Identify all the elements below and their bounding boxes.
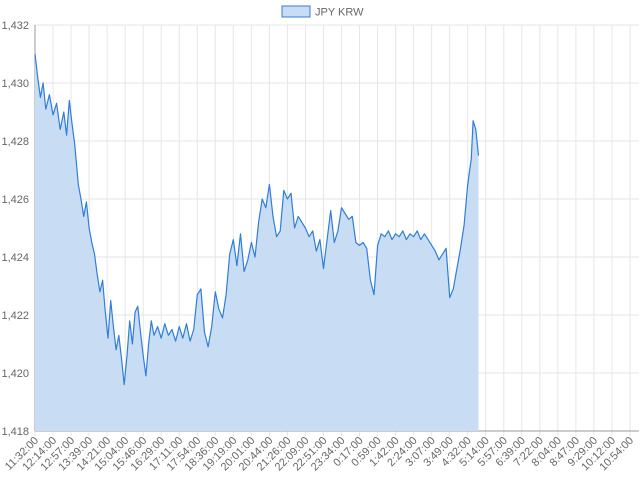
series-line (34, 53, 480, 386)
y-tick-label: 1,428 (1, 136, 29, 148)
series-area (34, 53, 480, 431)
legend-swatch[interactable] (281, 5, 311, 18)
legend[interactable]: JPY KRW (281, 5, 364, 19)
legend-label[interactable]: JPY KRW (315, 7, 364, 19)
y-tick-label: 1,418 (1, 426, 29, 438)
y-tick-label: 1,432 (1, 20, 29, 32)
y-tick-label: 1,422 (1, 310, 29, 322)
y-tick-label: 1,424 (1, 252, 29, 264)
y-axis: 1,418 1,420 1,422 1,424 1,426 1,428 1,430 1,432 (1, 20, 36, 438)
y-tick-label: 1,430 (1, 78, 29, 90)
y-tick-label: 1,420 (1, 368, 29, 380)
x-axis: 11:32:0012:14:0012:57:0013:39:0014:21:00… (3, 430, 639, 473)
y-tick-label: 1,426 (1, 194, 29, 206)
